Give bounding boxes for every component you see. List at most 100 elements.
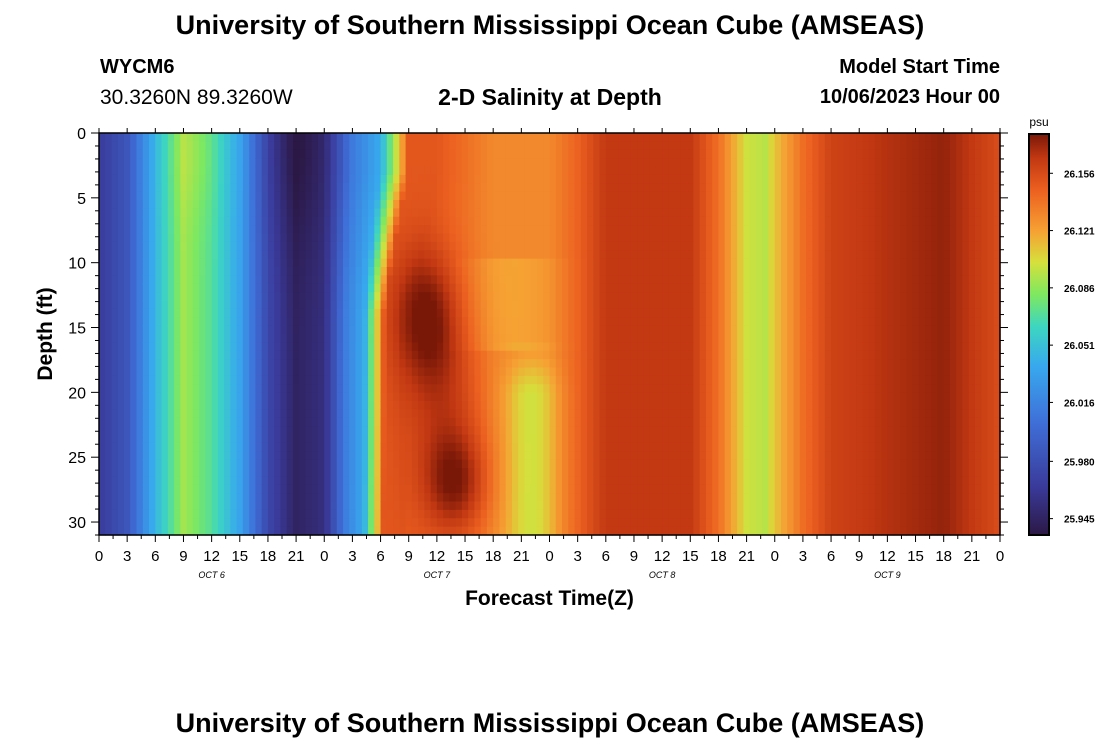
heatmap-cell: [480, 526, 488, 536]
heatmap-cell: [574, 233, 582, 243]
heatmap-cell: [368, 375, 375, 385]
heatmap-cell: [343, 509, 350, 519]
heatmap-cell: [105, 493, 113, 503]
heatmap-cell: [242, 258, 250, 268]
heatmap-cell: [486, 451, 494, 461]
heatmap-cell: [368, 216, 375, 226]
heatmap-cell: [349, 174, 357, 184]
heatmap-cell: [599, 501, 607, 511]
heatmap-cell: [343, 225, 350, 235]
heatmap-cell: [574, 241, 582, 251]
heatmap-cell: [224, 200, 231, 209]
heatmap-cell: [368, 308, 375, 318]
heatmap-cell: [536, 442, 544, 452]
heatmap-cell: [518, 350, 526, 360]
heatmap-cell: [217, 275, 225, 285]
heatmap-cell: [562, 241, 569, 251]
heatmap-cell: [336, 509, 344, 519]
heatmap-cell: [224, 258, 231, 268]
heatmap-cell: [124, 283, 131, 293]
heatmap-cell: [699, 518, 707, 528]
heatmap-cell: [261, 292, 269, 302]
heatmap-cell: [643, 208, 651, 218]
heatmap-cell: [468, 149, 476, 159]
heatmap-cell: [374, 409, 382, 419]
heatmap-cell: [205, 233, 213, 243]
heatmap-cell: [192, 468, 200, 477]
heatmap-cell: [618, 526, 626, 536]
heatmap-cell: [349, 367, 357, 377]
heatmap-cell: [724, 250, 732, 260]
heatmap-cell: [117, 501, 125, 511]
heatmap-cell: [236, 200, 244, 209]
heatmap-cell: [555, 392, 563, 402]
heatmap-cell: [443, 267, 450, 276]
heatmap-cell: [155, 367, 163, 377]
heatmap-cell: [643, 267, 651, 276]
heatmap-cell: [249, 417, 257, 427]
heatmap-cell: [424, 401, 432, 410]
heatmap-cell: [743, 233, 751, 243]
heatmap-cell: [605, 174, 613, 184]
heatmap-cell: [599, 275, 607, 285]
heatmap-cell: [330, 359, 338, 369]
heatmap-cell: [612, 200, 619, 209]
heatmap-cell: [418, 426, 425, 436]
heatmap-cell: [267, 292, 275, 302]
heatmap-cell: [368, 208, 375, 218]
heatmap-cell: [637, 317, 644, 327]
heatmap-cell: [324, 191, 332, 201]
heatmap-cell: [568, 133, 576, 142]
heatmap-cell: [461, 241, 469, 251]
heatmap-cell: [180, 375, 188, 385]
heatmap-cell: [668, 484, 676, 494]
heatmap-cell: [693, 292, 701, 302]
heatmap-cell: [305, 451, 313, 461]
heatmap-cell: [380, 250, 388, 260]
heatmap-cell: [117, 350, 125, 360]
heatmap-cell: [186, 250, 194, 260]
heatmap-cell: [305, 258, 313, 268]
heatmap-cell: [743, 317, 751, 327]
heatmap-cell: [524, 233, 532, 243]
heatmap-cell: [249, 334, 257, 343]
heatmap-cell: [205, 283, 213, 293]
heatmap-cell: [468, 426, 476, 436]
heatmap-cell: [267, 493, 275, 503]
heatmap-cell: [311, 434, 319, 444]
heatmap-cell: [643, 434, 651, 444]
heatmap-cell: [518, 518, 526, 528]
heatmap-cell: [199, 359, 206, 369]
heatmap-cell: [549, 501, 557, 511]
heatmap-cell: [336, 375, 344, 385]
heatmap-cell: [574, 267, 582, 276]
heatmap-cell: [549, 267, 557, 276]
heatmap-cell: [605, 158, 613, 168]
heatmap-cell: [430, 384, 438, 394]
heatmap-cell: [136, 459, 144, 469]
heatmap-cell: [424, 183, 432, 193]
heatmap-cell: [149, 342, 156, 352]
heatmap-cell: [324, 133, 332, 142]
heatmap-cell: [555, 484, 563, 494]
heatmap-cell: [730, 308, 738, 318]
heatmap-cell: [267, 417, 275, 427]
heatmap-cell: [130, 476, 138, 486]
heatmap-cell: [136, 191, 144, 201]
heatmap-cell: [355, 141, 363, 151]
heatmap-cell: [380, 493, 388, 503]
heatmap-cell: [393, 442, 400, 452]
heatmap-cell: [649, 417, 657, 427]
heatmap-cell: [167, 442, 175, 452]
heatmap-cell: [605, 459, 613, 469]
heatmap-cell: [280, 451, 288, 461]
heatmap-cell: [280, 267, 288, 276]
heatmap-cell: [411, 367, 419, 377]
heatmap-cell: [192, 183, 200, 193]
heatmap-cell: [618, 300, 626, 310]
heatmap-cell: [349, 241, 357, 251]
heatmap-cell: [718, 258, 726, 268]
heatmap-cell: [674, 233, 682, 243]
heatmap-cell: [167, 342, 175, 352]
heatmap-cell: [267, 308, 275, 318]
